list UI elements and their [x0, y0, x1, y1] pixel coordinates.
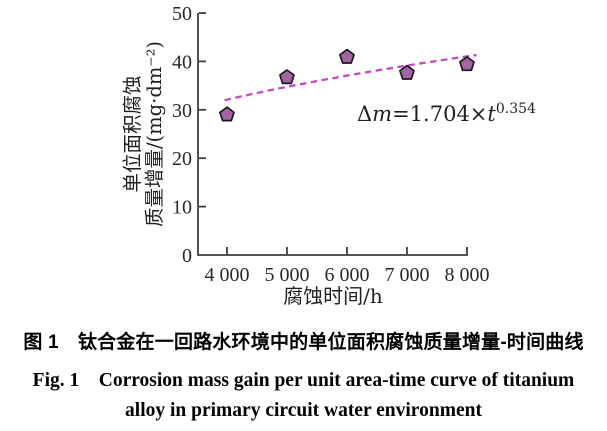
x-tick-label: 7 000 — [384, 264, 429, 286]
figure-caption-english-line1: Fig. 1 Corrosion mass gain per unit area… — [32, 370, 575, 391]
data-point-marker — [279, 69, 295, 85]
axis-tick-labels: 0 10 20 30 40 50 4 000 5 000 6 000 7 000 8 000 — [172, 3, 489, 286]
y-axis-label-line2: 质量增量/(mg·dm⁻²) — [143, 41, 166, 227]
y-tick-label: 0 — [182, 245, 192, 267]
data-point-marker — [399, 64, 415, 80]
fit-equation-part: =1.704× — [392, 102, 487, 126]
figure-caption-chinese: 图 1 钛合金在一回路水环境中的单位面积腐蚀质量增量-时间曲线 — [23, 332, 584, 353]
y-tick-label: 30 — [172, 100, 192, 122]
data-point-marker — [339, 48, 355, 64]
x-tick-label: 6 000 — [324, 264, 369, 286]
fit-equation-annotation: Δm=1.704×t0.354 — [357, 101, 536, 126]
x-tick-label: 5 000 — [264, 264, 309, 286]
fit-equation-part: m — [372, 102, 392, 126]
fit-equation-part: 0.354 — [496, 101, 536, 117]
y-axis-label-line1: 单位面积腐蚀 — [121, 75, 144, 192]
fit-equation-part: Δ — [357, 102, 372, 126]
y-tick-label: 40 — [172, 51, 192, 73]
fit-line-group — [224, 53, 477, 102]
fit-line — [224, 53, 477, 102]
fit-equation-part: t — [487, 102, 496, 126]
x-axis-label: 腐蚀时间/h — [283, 284, 383, 308]
figure-caption-english-line2: alloy in primary circuit water environme… — [125, 400, 482, 421]
y-tick-label: 20 — [172, 148, 192, 170]
data-point-marker — [459, 56, 475, 72]
x-tick-label: 4 000 — [204, 264, 249, 286]
y-tick-label: 10 — [172, 197, 192, 219]
data-point-marker — [219, 106, 235, 122]
y-tick-label: 50 — [172, 3, 192, 25]
axis-spines — [197, 13, 468, 256]
x-tick-label: 8 000 — [444, 264, 489, 286]
corrosion-chart: 0 10 20 30 40 50 4 000 5 000 6 000 7 000 8 000 腐蚀时… — [121, 3, 536, 308]
axis-ticks — [199, 12, 468, 254]
data-points-group — [219, 48, 475, 122]
